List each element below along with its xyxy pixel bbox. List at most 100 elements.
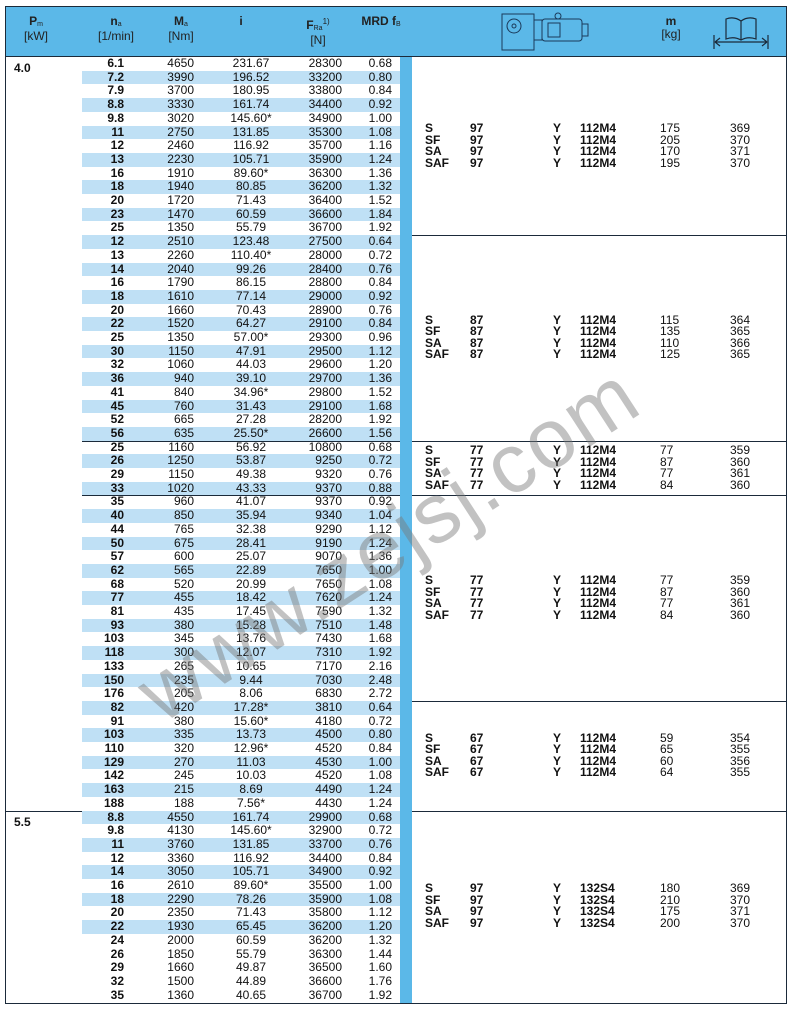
ratio: 55.79: [235, 220, 267, 235]
radial-force: 4490: [315, 782, 342, 797]
output-speed: 24: [110, 932, 124, 947]
torque: 2460: [167, 138, 194, 153]
radial-force: 28200: [308, 412, 342, 427]
service-factor: 1.36: [368, 371, 392, 386]
ratio: 8.06: [239, 686, 263, 701]
ratio: 55.79: [235, 946, 267, 961]
ratio: 22.89: [235, 562, 267, 577]
output-speed: 12: [110, 138, 124, 153]
service-factor: 1.08: [368, 891, 392, 906]
service-factor: 0.68: [368, 56, 392, 70]
service-factor: 0.84: [368, 316, 392, 331]
service-factor: 1.24: [368, 151, 392, 166]
torque: 1610: [167, 288, 194, 303]
service-factor: 1.08: [368, 576, 392, 591]
output-speed: 56: [110, 425, 124, 440]
output-speed: 9.8: [107, 110, 124, 125]
model-variant: SA 77 Y 112M4 77 361: [412, 467, 784, 481]
table-row: 36 940 39.10 29700 1.36: [82, 371, 400, 386]
ratio: 43.33: [235, 480, 267, 495]
radial-force: 7170: [315, 658, 342, 673]
service-factor: 1.36: [368, 165, 392, 180]
ratio: 27.28: [235, 412, 267, 427]
radial-force: 7620: [315, 590, 342, 605]
model-variant: SA 87 Y 112M4 110 366: [412, 335, 784, 351]
block-separator: [82, 440, 786, 442]
motor-series: Y: [553, 335, 562, 350]
ratio: 56.92: [235, 439, 267, 454]
gear-type: SAF: [425, 765, 449, 780]
motor-series: Y: [553, 742, 562, 757]
torque: 270: [173, 754, 194, 769]
torque: 1660: [167, 302, 194, 317]
output-speed: 133: [103, 658, 124, 673]
torque: 300: [173, 645, 194, 660]
output-speed: 188: [103, 795, 124, 810]
ratio: 17.45: [235, 604, 267, 618]
page-ref: 369: [730, 121, 751, 136]
gear-size: 77: [470, 477, 484, 492]
table-row: 30 1150 47.91 29500 1.12: [82, 344, 400, 359]
output-speed: 103: [103, 727, 124, 742]
motor-type: 112M4: [580, 454, 617, 469]
radial-force: 36300: [308, 165, 342, 180]
service-factor: 1.32: [368, 932, 392, 947]
radial-force: 4520: [315, 768, 342, 783]
radial-force: 7310: [315, 645, 342, 660]
model-variant: SA 97 Y 112M4 170 371: [412, 144, 784, 159]
radial-force: 36500: [308, 960, 342, 975]
torque: 3050: [167, 864, 194, 879]
radial-force: 9250: [315, 453, 342, 468]
gear-type: SAF: [425, 607, 449, 622]
output-speed: 11: [111, 836, 124, 851]
motor-type: 112M4: [580, 607, 617, 622]
model-variant: SF 77 Y 112M4 87 360: [412, 454, 784, 470]
radial-force: 36700: [308, 987, 342, 1002]
model-variant: SF 87 Y 112M4 135 365: [412, 326, 784, 339]
torque: 840: [173, 384, 194, 399]
output-speed: 91: [110, 713, 124, 728]
table-row: 52 665 27.28 28200 1.92: [82, 412, 400, 427]
gear-type: SF: [425, 742, 441, 757]
service-factor: 0.72: [368, 247, 392, 262]
table-row: 14 3050 105.71 34900 0.92: [82, 865, 400, 879]
page-ref: 364: [730, 312, 751, 327]
gear-type: SAF: [425, 155, 449, 170]
motor-type: 112M4: [580, 155, 617, 170]
radial-force: 9320: [315, 467, 342, 481]
ratio: 116.92: [233, 850, 269, 865]
output-speed: 103: [103, 631, 124, 646]
radial-force: 36200: [308, 932, 342, 947]
radial-force: 35900: [308, 891, 342, 906]
service-factor: 0.80: [368, 69, 392, 84]
motor-type: 112M4: [580, 584, 617, 599]
radial-force: 7430: [315, 631, 342, 646]
service-factor: 2.16: [368, 658, 392, 673]
table-row: 35 960 41.07 9370 0.92: [82, 495, 400, 509]
output-speed: 22: [110, 316, 124, 331]
radial-force: 4430: [315, 795, 342, 810]
table-row: 8.8 3330 161.74 34400 0.92: [82, 97, 400, 112]
torque: 3360: [167, 850, 194, 865]
power-value: 4.0: [14, 61, 31, 75]
torque: 265: [173, 658, 194, 673]
page-ref: 371: [730, 144, 751, 159]
motor-type: 112M4: [580, 742, 617, 757]
page-ref: 360: [730, 477, 751, 492]
radial-force: 7650: [315, 562, 342, 577]
gear-type: SA: [425, 904, 442, 919]
header-power: Pm [kW]: [24, 14, 48, 43]
radial-force: 34400: [308, 97, 342, 112]
mass: 125: [660, 347, 681, 362]
output-speed: 176: [103, 686, 124, 701]
table-row: 16 1910 89.60* 36300 1.36: [82, 165, 400, 181]
torque: 1910: [167, 165, 194, 180]
torque: 1790: [167, 275, 194, 290]
torque: 520: [173, 576, 194, 591]
selection-table: [5, 56, 787, 1004]
table-row: 8.8 4550 161.74 29900 0.68: [82, 810, 400, 825]
service-factor: 1.60: [368, 960, 392, 975]
service-factor: 1.52: [368, 384, 392, 399]
page-ref: 371: [730, 904, 751, 919]
motor-series: Y: [553, 915, 562, 930]
